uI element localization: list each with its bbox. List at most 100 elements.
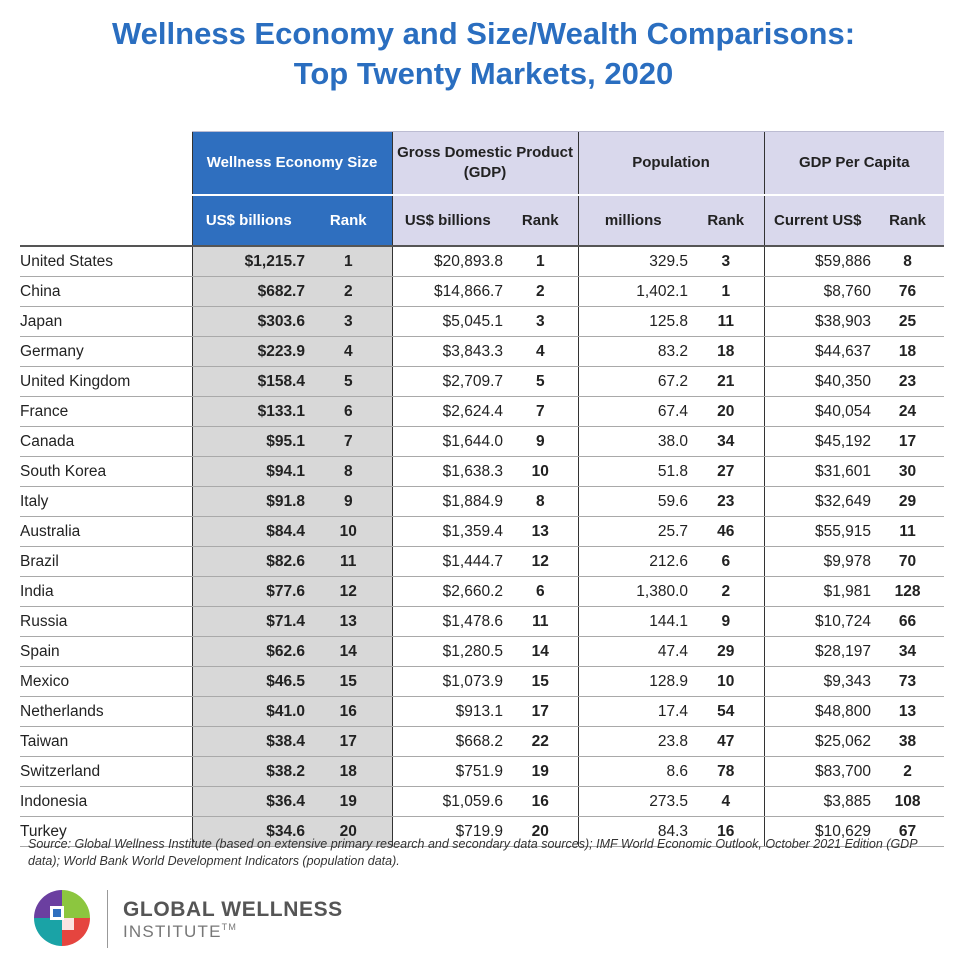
table-row: Turkey $34.6 20 $719.9 20 84.3 16 $10,629 67 xyxy=(20,816,945,847)
population-rank-cell: 21 xyxy=(688,366,765,397)
gdppc-rank-cell: 66 xyxy=(871,606,945,637)
country-name-cell: China xyxy=(20,276,192,307)
gdp-usd-cell: $751.9 xyxy=(391,756,503,787)
population-rank-cell: 54 xyxy=(688,696,765,727)
population-millions-cell: 329.5 xyxy=(577,246,689,277)
population-millions-cell: 273.5 xyxy=(577,786,689,817)
population-rank-cell: 18 xyxy=(688,336,765,367)
brand-institute: INSTITUTE xyxy=(123,922,222,941)
gdppc-usd-cell: $44,637 xyxy=(763,336,872,367)
population-millions-cell: 83.2 xyxy=(577,336,689,367)
population-rank-cell: 9 xyxy=(688,606,765,637)
population-millions-cell: 1,402.1 xyxy=(577,276,689,307)
wellness-usd-cell: $133.1 xyxy=(191,396,305,427)
gdppc-rank-cell: 17 xyxy=(871,426,945,457)
gdp-rank-cell: 19 xyxy=(503,756,579,787)
col-header-population-millions: millions xyxy=(577,194,689,247)
gdp-rank-cell: 14 xyxy=(503,636,579,667)
country-name-cell: United Kingdom xyxy=(20,366,192,397)
gdp-rank-cell: 15 xyxy=(503,666,579,697)
gdp-usd-cell: $1,359.4 xyxy=(391,516,503,547)
table-row: South Korea $94.1 8 $1,638.3 10 51.8 27 $31,601… xyxy=(20,456,945,487)
table-body: United States $1,215.7 1 $20,893.8 1 329.5 3 $5… xyxy=(20,246,945,847)
col-header-population-rank: Rank xyxy=(688,194,765,247)
gdp-usd-cell: $719.9 xyxy=(391,816,503,847)
gdp-usd-cell: $3,843.3 xyxy=(391,336,503,367)
table-row: China $682.7 2 $14,866.7 2 1,402.1 1 $8,760 76 xyxy=(20,276,945,307)
gdp-rank-cell: 22 xyxy=(503,726,579,757)
gdp-rank-cell: 20 xyxy=(503,816,579,847)
population-millions-cell: 17.4 xyxy=(577,696,689,727)
table-row: Japan $303.6 3 $5,045.1 3 125.8 11 $38,903 25 xyxy=(20,306,945,337)
group-header-wellness: Wellness Economy Size xyxy=(191,131,392,195)
col-header-wellness-usd: US$ billions xyxy=(191,194,305,247)
population-millions-cell: 144.1 xyxy=(577,606,689,637)
wellness-rank-cell: 12 xyxy=(305,576,392,607)
gdp-usd-cell: $668.2 xyxy=(391,726,503,757)
gdppc-rank-cell: 30 xyxy=(871,456,945,487)
table-row: Switzerland $38.2 18 $751.9 19 8.6 78 $83,700 2 xyxy=(20,756,945,787)
wellness-rank-cell: 9 xyxy=(305,486,392,517)
population-rank-cell: 6 xyxy=(688,546,765,577)
population-millions-cell: 125.8 xyxy=(577,306,689,337)
country-header-blank xyxy=(20,131,192,247)
wellness-rank-cell: 18 xyxy=(305,756,392,787)
gdp-usd-cell: $1,644.0 xyxy=(391,426,503,457)
title-line-1: Wellness Economy and Size/Wealth Compari… xyxy=(111,16,856,51)
country-name-cell: Brazil xyxy=(20,546,192,577)
wellness-usd-cell: $303.6 xyxy=(191,306,305,337)
gdp-rank-cell: 4 xyxy=(503,336,579,367)
wellness-usd-cell: $158.4 xyxy=(191,366,305,397)
gdppc-rank-cell: 34 xyxy=(871,636,945,667)
group-header-gdp: Gross Domestic Product (GDP) xyxy=(391,131,579,195)
table-row: Germany $223.9 4 $3,843.3 4 83.2 18 $44,637 18 xyxy=(20,336,945,367)
page-title: Wellness Economy and Size/Wealth Compari… xyxy=(0,14,967,94)
population-rank-cell: 2 xyxy=(688,576,765,607)
wellness-rank-cell: 15 xyxy=(305,666,392,697)
gdppc-usd-cell: $8,760 xyxy=(763,276,872,307)
gdppc-rank-cell: 38 xyxy=(871,726,945,757)
gdp-rank-cell: 16 xyxy=(503,786,579,817)
gdppc-rank-cell: 8 xyxy=(871,246,945,277)
gdppc-usd-cell: $40,054 xyxy=(763,396,872,427)
gdppc-usd-cell: $40,350 xyxy=(763,366,872,397)
population-millions-cell: 23.8 xyxy=(577,726,689,757)
population-millions-cell: 51.8 xyxy=(577,456,689,487)
table-row: Indonesia $36.4 19 $1,059.6 16 273.5 4 $3,885 10… xyxy=(20,786,945,817)
population-rank-cell: 3 xyxy=(688,246,765,277)
gdp-rank-cell: 6 xyxy=(503,576,579,607)
wellness-usd-cell: $41.0 xyxy=(191,696,305,727)
gdp-usd-cell: $1,073.9 xyxy=(391,666,503,697)
population-rank-cell: 34 xyxy=(688,426,765,457)
gdppc-rank-cell: 11 xyxy=(871,516,945,547)
wellness-usd-cell: $84.4 xyxy=(191,516,305,547)
gdp-usd-cell: $2,660.2 xyxy=(391,576,503,607)
gdp-rank-cell: 2 xyxy=(503,276,579,307)
country-name-cell: Australia xyxy=(20,516,192,547)
wellness-rank-cell: 5 xyxy=(305,366,392,397)
gdp-rank-cell: 9 xyxy=(503,426,579,457)
population-rank-cell: 23 xyxy=(688,486,765,517)
col-header-gdppc-usd: Current US$ xyxy=(763,194,872,247)
country-name-cell: Netherlands xyxy=(20,696,192,727)
population-millions-cell: 59.6 xyxy=(577,486,689,517)
gdppc-usd-cell: $28,197 xyxy=(763,636,872,667)
gdppc-rank-cell: 29 xyxy=(871,486,945,517)
population-rank-cell: 29 xyxy=(688,636,765,667)
gdppc-rank-cell: 108 xyxy=(871,786,945,817)
wellness-usd-cell: $38.4 xyxy=(191,726,305,757)
gdp-usd-cell: $2,709.7 xyxy=(391,366,503,397)
wellness-rank-cell: 3 xyxy=(305,306,392,337)
gdppc-usd-cell: $9,978 xyxy=(763,546,872,577)
wellness-usd-cell: $91.8 xyxy=(191,486,305,517)
table-row: Mexico $46.5 15 $1,073.9 15 128.9 10 $9,343 73 xyxy=(20,666,945,697)
gdp-rank-cell: 5 xyxy=(503,366,579,397)
markets-table: Wellness Economy Size Gross Domestic Pro… xyxy=(20,131,945,847)
country-name-cell: India xyxy=(20,576,192,607)
gdp-rank-cell: 3 xyxy=(503,306,579,337)
wellness-rank-cell: 1 xyxy=(305,246,392,277)
country-name-cell: Spain xyxy=(20,636,192,667)
country-name-cell: Turkey xyxy=(20,816,192,847)
gdp-usd-cell: $5,045.1 xyxy=(391,306,503,337)
group-header-population: Population xyxy=(577,131,765,195)
